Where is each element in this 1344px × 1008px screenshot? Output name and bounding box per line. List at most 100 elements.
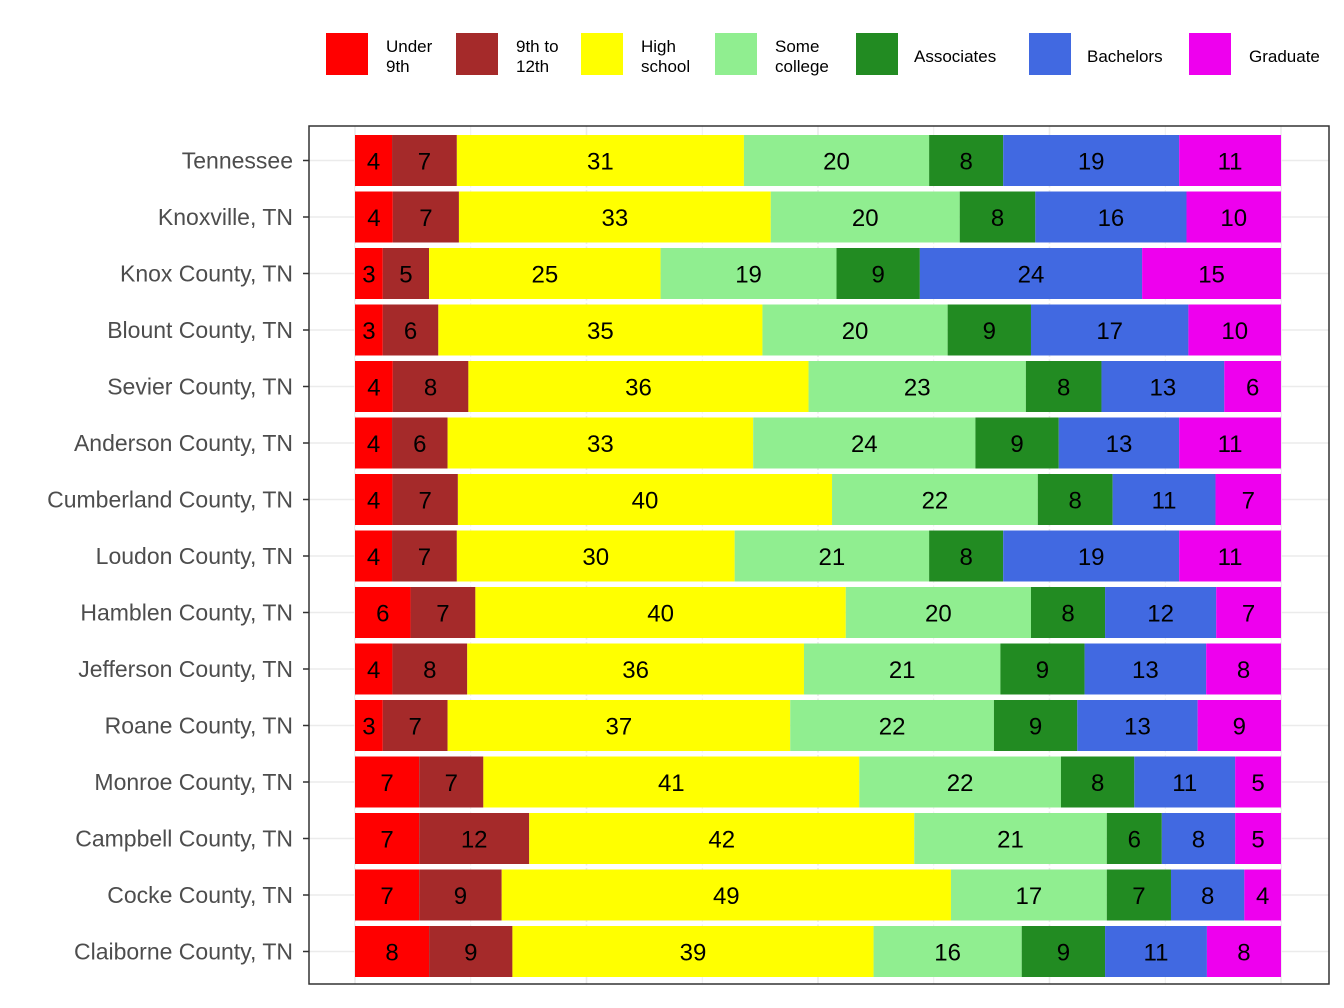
bar-segment <box>355 700 383 751</box>
data-label: 19 <box>735 262 762 289</box>
bar-segment <box>419 813 530 864</box>
bar-segment <box>458 191 771 243</box>
data-label: 31 <box>587 149 614 176</box>
bar-segment <box>392 361 469 412</box>
bar-segment <box>753 417 976 469</box>
legend-item: Some college <box>715 33 829 76</box>
data-label: 4 <box>1256 883 1269 910</box>
data-label: 7 <box>445 770 458 797</box>
y-tick-label: Knox County, TN <box>120 261 293 287</box>
bar-segment <box>355 756 420 808</box>
bar-segment <box>859 756 1061 808</box>
legend-key <box>326 33 368 75</box>
bar-segment <box>355 643 393 695</box>
legend-key <box>856 33 898 75</box>
y-tick-label: Monroe County, TN <box>94 769 293 795</box>
data-label: 7 <box>436 601 449 628</box>
bar-row: 6 7 40 20 8 12 7 <box>355 587 1281 638</box>
data-label: 3 <box>362 714 375 741</box>
bar-segment <box>1216 587 1281 638</box>
bar-segment <box>392 135 457 186</box>
data-label: 25 <box>531 262 558 289</box>
bar-segment <box>429 926 513 977</box>
bar-segment <box>929 530 1004 582</box>
bar-segment <box>1035 191 1187 243</box>
bar-segment <box>1179 530 1281 582</box>
data-label: 16 <box>934 940 961 967</box>
data-label: 7 <box>1132 883 1145 910</box>
data-label: 21 <box>889 657 916 684</box>
data-label: 4 <box>367 149 380 176</box>
bar-segment <box>1179 135 1281 186</box>
bar-segment <box>1084 643 1207 695</box>
bar-segment <box>438 304 763 356</box>
bar-segment <box>1112 474 1216 525</box>
bar-segment <box>1060 756 1135 808</box>
bar-segment <box>1105 926 1207 977</box>
data-label: 33 <box>587 431 614 458</box>
data-label: 40 <box>647 601 674 628</box>
data-label: 9 <box>1233 714 1246 741</box>
bar-segment <box>355 135 393 186</box>
bar-segment <box>1037 474 1113 525</box>
bar-segment <box>790 700 994 751</box>
bar-segment <box>1003 530 1180 582</box>
legend-label: Some college <box>775 37 829 76</box>
bar-segment <box>382 700 448 751</box>
bars: 4 7 31 20 8 19 114 7 33 20 8 16 103 5 25 19 9 24 153 6 35 20 9… <box>355 135 1281 977</box>
y-tick-label: Jefferson County, TN <box>78 656 293 682</box>
data-label: 7 <box>418 149 431 176</box>
bar-segment <box>762 304 948 356</box>
data-label: 9 <box>1057 940 1070 967</box>
bar-row: 4 7 40 22 8 11 7 <box>355 474 1281 525</box>
data-label: 13 <box>1106 431 1133 458</box>
bar-row: 4 6 33 24 9 13 11 <box>355 417 1281 469</box>
bar-segment <box>929 135 1004 186</box>
data-label: 8 <box>1192 827 1205 854</box>
data-label: 6 <box>376 601 389 628</box>
bar-segment <box>1101 361 1225 412</box>
data-label: 3 <box>362 262 375 289</box>
data-label: 39 <box>680 940 707 967</box>
bar-segment <box>914 813 1107 864</box>
bar-segment <box>382 248 430 299</box>
data-label: 7 <box>418 488 431 515</box>
data-label: 5 <box>1251 827 1264 854</box>
y-tick-label: Anderson County, TN <box>74 430 293 456</box>
bar-segment <box>1206 643 1281 695</box>
bar-segment <box>1077 700 1198 751</box>
bar-row: 7 7 41 22 8 11 5 <box>355 756 1281 808</box>
bar-segment <box>392 474 458 525</box>
bar-segment <box>355 304 383 356</box>
data-label: 21 <box>997 827 1024 854</box>
data-label: 7 <box>409 714 422 741</box>
data-label: 19 <box>1078 544 1105 571</box>
y-tick-label: Hamblen County, TN <box>80 600 293 626</box>
bar-segment <box>950 869 1107 921</box>
legend-key <box>715 33 757 75</box>
data-label: 12 <box>461 827 488 854</box>
bar-segment <box>1134 756 1236 808</box>
bar-segment <box>1235 756 1281 808</box>
data-label: 8 <box>423 657 436 684</box>
bar-segment <box>447 700 791 751</box>
bar-segment <box>1105 587 1217 638</box>
data-label: 8 <box>1201 883 1214 910</box>
data-label: 4 <box>367 205 380 232</box>
legend-item: Bachelors <box>1029 33 1163 75</box>
data-label: 9 <box>454 883 467 910</box>
data-label: 4 <box>367 544 380 571</box>
legend-key <box>456 33 498 75</box>
data-label: 13 <box>1124 714 1151 741</box>
bar-segment <box>483 756 860 808</box>
data-label: 6 <box>1246 375 1259 402</box>
data-label: 8 <box>385 940 398 967</box>
data-label: 11 <box>1172 770 1197 797</box>
data-label: 17 <box>1016 883 1043 910</box>
bar-row: 4 8 36 23 8 13 6 <box>355 361 1281 412</box>
bar-segment <box>475 587 846 638</box>
bar-segment <box>355 530 393 582</box>
data-label: 7 <box>418 544 431 571</box>
data-label: 49 <box>713 883 740 910</box>
